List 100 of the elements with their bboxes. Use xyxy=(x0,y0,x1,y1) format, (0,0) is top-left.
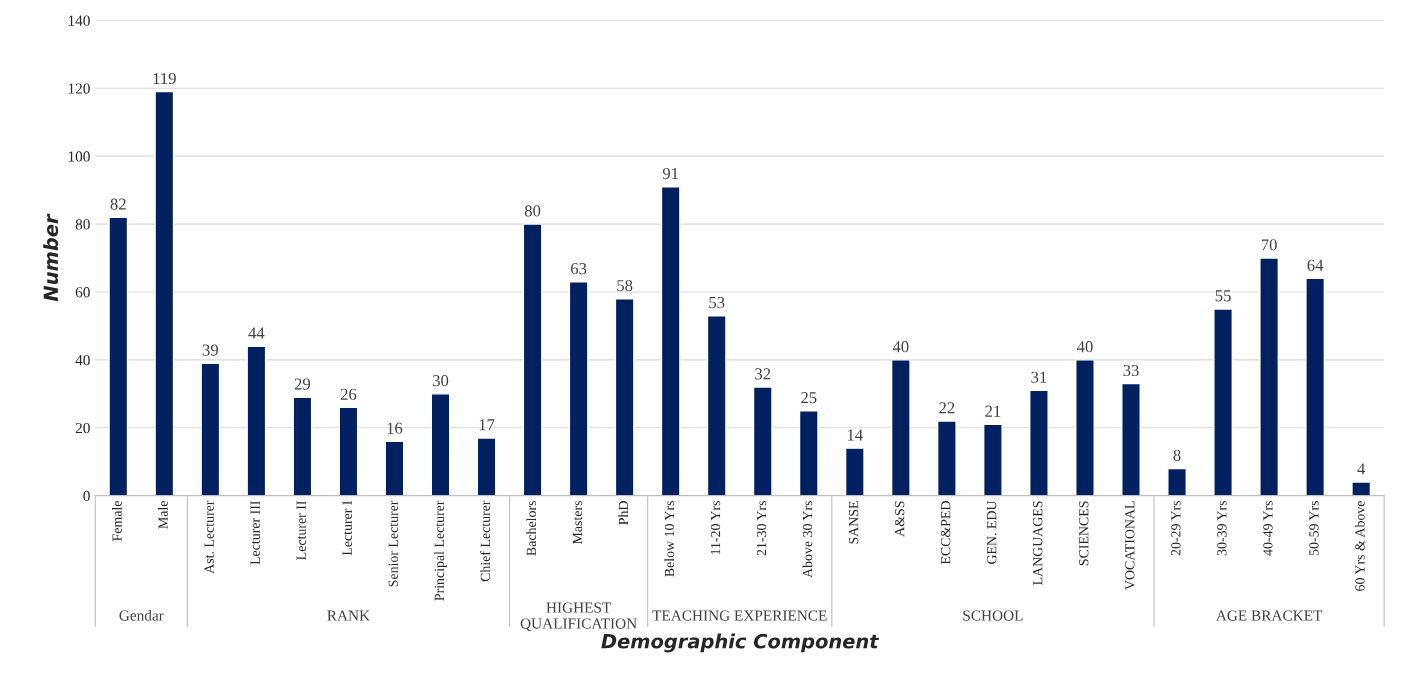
text: Gendar xyxy=(119,609,164,621)
x-tick-label: A&SS xyxy=(894,501,905,537)
y-axis-title: Number xyxy=(43,213,59,302)
data-label: 40 xyxy=(892,341,909,353)
bar xyxy=(154,90,175,496)
bar xyxy=(1351,481,1372,496)
data-label: 31 xyxy=(1031,371,1047,383)
bar xyxy=(108,216,129,496)
bar xyxy=(706,315,727,496)
bar xyxy=(1213,308,1233,496)
x-tick-label: 50-59 Yrs xyxy=(1309,501,1319,556)
bar xyxy=(752,386,773,496)
bar xyxy=(568,281,589,496)
data-label: 39 xyxy=(202,344,218,356)
data-label: 82 xyxy=(110,198,126,210)
y-tick-label: 0 xyxy=(83,490,90,502)
bar xyxy=(1075,359,1095,496)
x-tick-label: 21-30 Yrs xyxy=(756,501,767,556)
y-tick-label: 100 xyxy=(68,151,90,162)
bar xyxy=(430,393,451,496)
data-label: 40 xyxy=(1076,341,1093,353)
text: RANK xyxy=(327,610,370,621)
text: SCHOOL xyxy=(963,610,1023,621)
bar xyxy=(983,423,1003,496)
x-tick-label: 11-20 Yrs xyxy=(710,501,721,555)
data-label: 29 xyxy=(294,378,311,390)
x-tick-label: Above 30 Yrs xyxy=(802,501,813,578)
text: TEACHING EXPERIENCE xyxy=(652,610,827,621)
data-label: 32 xyxy=(755,368,771,380)
x-tick-label: 20-29 Yrs xyxy=(1171,501,1181,556)
y-tick-label: 140 xyxy=(68,15,90,26)
bar xyxy=(614,298,635,496)
x-tick-label: SANSE xyxy=(848,501,859,544)
bar xyxy=(476,437,497,496)
data-label: 80 xyxy=(524,205,541,217)
bar xyxy=(338,406,359,496)
x-tick-label: Lecturer I xyxy=(342,501,352,556)
bar xyxy=(936,420,957,496)
x-tick-label: Principal Lecturer xyxy=(434,500,447,601)
x-axis-title: Demographic Component xyxy=(601,633,880,653)
x-tick-label: ECC&PED xyxy=(940,501,951,565)
bar xyxy=(660,186,681,496)
y-tick-label: 20 xyxy=(75,422,90,434)
data-label: 16 xyxy=(387,422,403,434)
bar xyxy=(522,223,543,496)
x-tick-label: Lecturer III xyxy=(250,501,260,565)
x-tick-label: GEN. EDU xyxy=(987,500,997,564)
bar xyxy=(844,447,865,496)
data-label: 17 xyxy=(479,419,495,431)
x-tick-label: Male xyxy=(158,501,168,529)
y-tick-label: 120 xyxy=(68,83,90,94)
x-tick-label: Masters xyxy=(572,501,583,545)
text: AGE BRACKET xyxy=(1216,610,1323,621)
data-label: 58 xyxy=(617,279,633,292)
x-tick-label: 40-49 Yrs xyxy=(1263,501,1273,556)
data-label: 53 xyxy=(709,296,725,309)
bar xyxy=(890,359,911,496)
data-label: 70 xyxy=(1261,239,1277,251)
data-label: 25 xyxy=(801,392,817,404)
data-label: 30 xyxy=(432,375,449,387)
data-label: 21 xyxy=(985,405,1001,417)
x-tick-label: Lecturer II xyxy=(296,501,306,560)
bar xyxy=(292,396,313,496)
x-tick-label: PhD xyxy=(618,501,629,525)
x-tick-label: Bachelors xyxy=(526,501,537,556)
bar xyxy=(1029,389,1049,496)
data-label: 119 xyxy=(153,72,176,85)
data-label: 14 xyxy=(847,429,863,441)
x-tick-label: SCIENCES xyxy=(1079,501,1089,566)
x-tick-label: 30-39 Yrs xyxy=(1217,501,1227,556)
data-label: 55 xyxy=(1215,290,1231,302)
text: HIGHEST QUALIFICATION xyxy=(520,602,637,632)
data-label: 64 xyxy=(1307,259,1324,271)
x-tick-label: Chief Lecturer xyxy=(480,500,491,582)
x-tick-label: Senior Lecturer xyxy=(388,500,398,587)
bar xyxy=(1259,257,1280,496)
y-tick-label: 80 xyxy=(75,219,90,230)
data-label: 8 xyxy=(1173,449,1181,461)
bar xyxy=(200,362,221,496)
data-label: 26 xyxy=(340,388,357,400)
y-tick-label: 60 xyxy=(75,287,90,298)
data-label: 33 xyxy=(1123,364,1139,377)
x-tick-label: Ast. Lecturer xyxy=(204,500,214,574)
bar xyxy=(798,410,819,496)
bar xyxy=(1121,382,1141,496)
x-tick-label: Female xyxy=(111,501,122,542)
bar xyxy=(246,345,267,496)
x-tick-label: LANGUAGES xyxy=(1033,501,1043,585)
bar xyxy=(1305,277,1326,496)
data-label: 91 xyxy=(662,167,679,180)
data-label: 44 xyxy=(248,327,265,339)
data-label: 4 xyxy=(1357,463,1366,475)
x-tick-label: VOCATIONAL xyxy=(1125,501,1135,590)
x-tick-label: Below 10 Yrs xyxy=(664,501,675,577)
y-tick-label: 40 xyxy=(75,355,90,366)
data-label: 22 xyxy=(939,402,955,414)
data-label: 63 xyxy=(571,263,587,275)
bar xyxy=(1167,467,1187,496)
x-tick-label: 60 Yrs & Above xyxy=(1354,501,1365,591)
bar xyxy=(384,440,405,496)
